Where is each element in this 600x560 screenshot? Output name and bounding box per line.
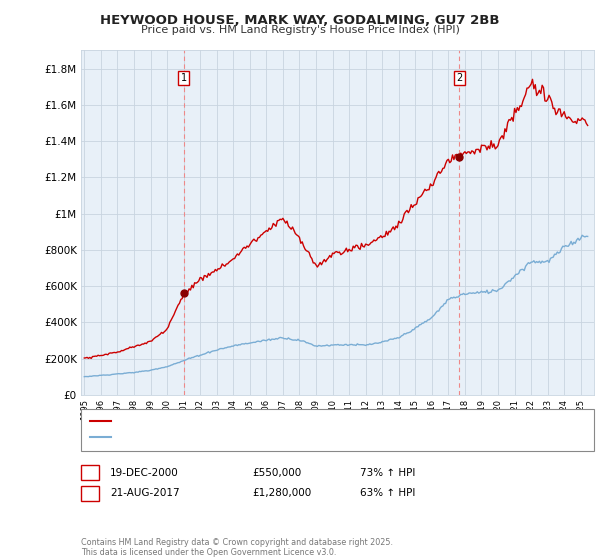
Text: 73% ↑ HPI: 73% ↑ HPI (360, 468, 415, 478)
Text: Price paid vs. HM Land Registry's House Price Index (HPI): Price paid vs. HM Land Registry's House … (140, 25, 460, 35)
Text: 2: 2 (456, 73, 462, 83)
Text: HEYWOOD HOUSE, MARK WAY, GODALMING, GU7 2BB (detached house): HEYWOOD HOUSE, MARK WAY, GODALMING, GU7 … (117, 417, 460, 426)
Text: Contains HM Land Registry data © Crown copyright and database right 2025.
This d: Contains HM Land Registry data © Crown c… (81, 538, 393, 557)
Text: 2: 2 (86, 488, 94, 498)
Text: 1: 1 (181, 73, 187, 83)
Text: 19-DEC-2000: 19-DEC-2000 (110, 468, 179, 478)
Text: 63% ↑ HPI: 63% ↑ HPI (360, 488, 415, 498)
Text: £1,280,000: £1,280,000 (252, 488, 311, 498)
Text: 21-AUG-2017: 21-AUG-2017 (110, 488, 179, 498)
Text: HEYWOOD HOUSE, MARK WAY, GODALMING, GU7 2BB: HEYWOOD HOUSE, MARK WAY, GODALMING, GU7 … (100, 14, 500, 27)
Text: £550,000: £550,000 (252, 468, 301, 478)
Text: 1: 1 (86, 468, 94, 478)
Text: HPI: Average price, detached house, Waverley: HPI: Average price, detached house, Wave… (117, 432, 337, 441)
